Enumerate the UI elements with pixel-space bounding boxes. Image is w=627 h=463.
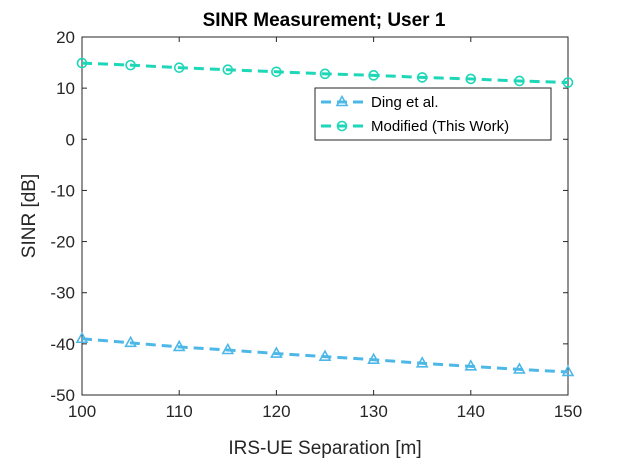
x-axis-title: IRS-UE Separation [m]	[228, 438, 421, 459]
data-point	[514, 75, 525, 87]
data-point	[76, 57, 88, 69]
legend-entry: Modified (This Work)	[321, 118, 509, 135]
legend-marker	[335, 94, 349, 107]
series-line	[81, 61, 569, 85]
y-tick-label: 10	[56, 79, 75, 98]
y-tick-label: -10	[50, 181, 75, 200]
data-point	[464, 359, 478, 371]
y-tick-label: 20	[56, 28, 75, 47]
data-point	[222, 64, 234, 76]
y-tick-label: -20	[50, 233, 75, 252]
y-tick-label: -50	[50, 386, 75, 405]
y-axis-title: SINR [dB]	[19, 174, 40, 258]
series-layer	[75, 57, 575, 377]
x-tick-label: 130	[359, 402, 387, 421]
data-point	[75, 331, 89, 344]
data-point	[124, 335, 137, 348]
data-point	[415, 356, 429, 368]
legend-label: Ding et al.	[371, 94, 439, 111]
data-point	[416, 72, 428, 83]
x-tick-label: 100	[68, 402, 96, 421]
x-tick-label: 140	[457, 402, 485, 421]
data-point	[367, 352, 380, 365]
data-point	[368, 70, 379, 81]
legend-box	[314, 87, 552, 141]
legend-entry: Ding et al.	[321, 94, 439, 111]
data-point	[173, 62, 185, 73]
series-ding-et-al	[75, 331, 575, 377]
data-point	[465, 73, 477, 85]
y-tick-label: -30	[50, 284, 75, 303]
data-point	[318, 349, 332, 361]
chart-title: SINR Measurement; User 1	[203, 10, 446, 31]
legend-marker	[336, 120, 348, 132]
x-tick-label: 110	[166, 402, 193, 421]
data-point	[513, 362, 526, 374]
data-point	[172, 339, 186, 352]
series-modified-this-work	[76, 57, 574, 88]
y-tick-label: -40	[50, 335, 75, 354]
axis-ticks: 100 110 120 130 140 150 -50 -40 -30 -20 -10 0 10 20	[50, 28, 582, 421]
x-tick-label: 120	[262, 402, 290, 421]
legend: Ding et al. Modified (This Work)	[314, 87, 552, 141]
data-point	[319, 68, 331, 80]
series-line	[81, 337, 569, 374]
data-point	[125, 59, 136, 71]
y-tick-label: 0	[66, 130, 75, 149]
data-point	[221, 342, 235, 355]
data-point	[270, 346, 283, 358]
x-tick-label: 150	[554, 402, 582, 421]
data-point	[271, 66, 282, 78]
data-point	[562, 77, 574, 88]
data-point	[561, 364, 575, 377]
legend-label: Modified (This Work)	[371, 118, 509, 135]
